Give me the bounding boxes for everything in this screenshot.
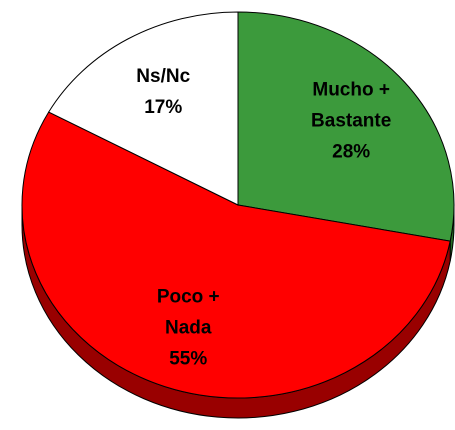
pie-slice [48,11,239,206]
slice-name: Poco + Nada [156,286,220,339]
slice-label: Poco + Nada 55% [157,282,220,375]
slice-name: Mucho + Bastante [311,79,392,132]
slice-name: Ns/Nc [136,66,191,88]
pie-slice [21,111,451,399]
slice-value-label: 17% [144,97,183,119]
slice-value-label: 55% [169,348,208,370]
pie-slice [237,11,455,242]
slice-label: Ns/Nc 17% [136,61,190,123]
slice-value-label: 28% [332,141,371,163]
slice-label: Mucho + Bastante 28% [311,75,391,168]
